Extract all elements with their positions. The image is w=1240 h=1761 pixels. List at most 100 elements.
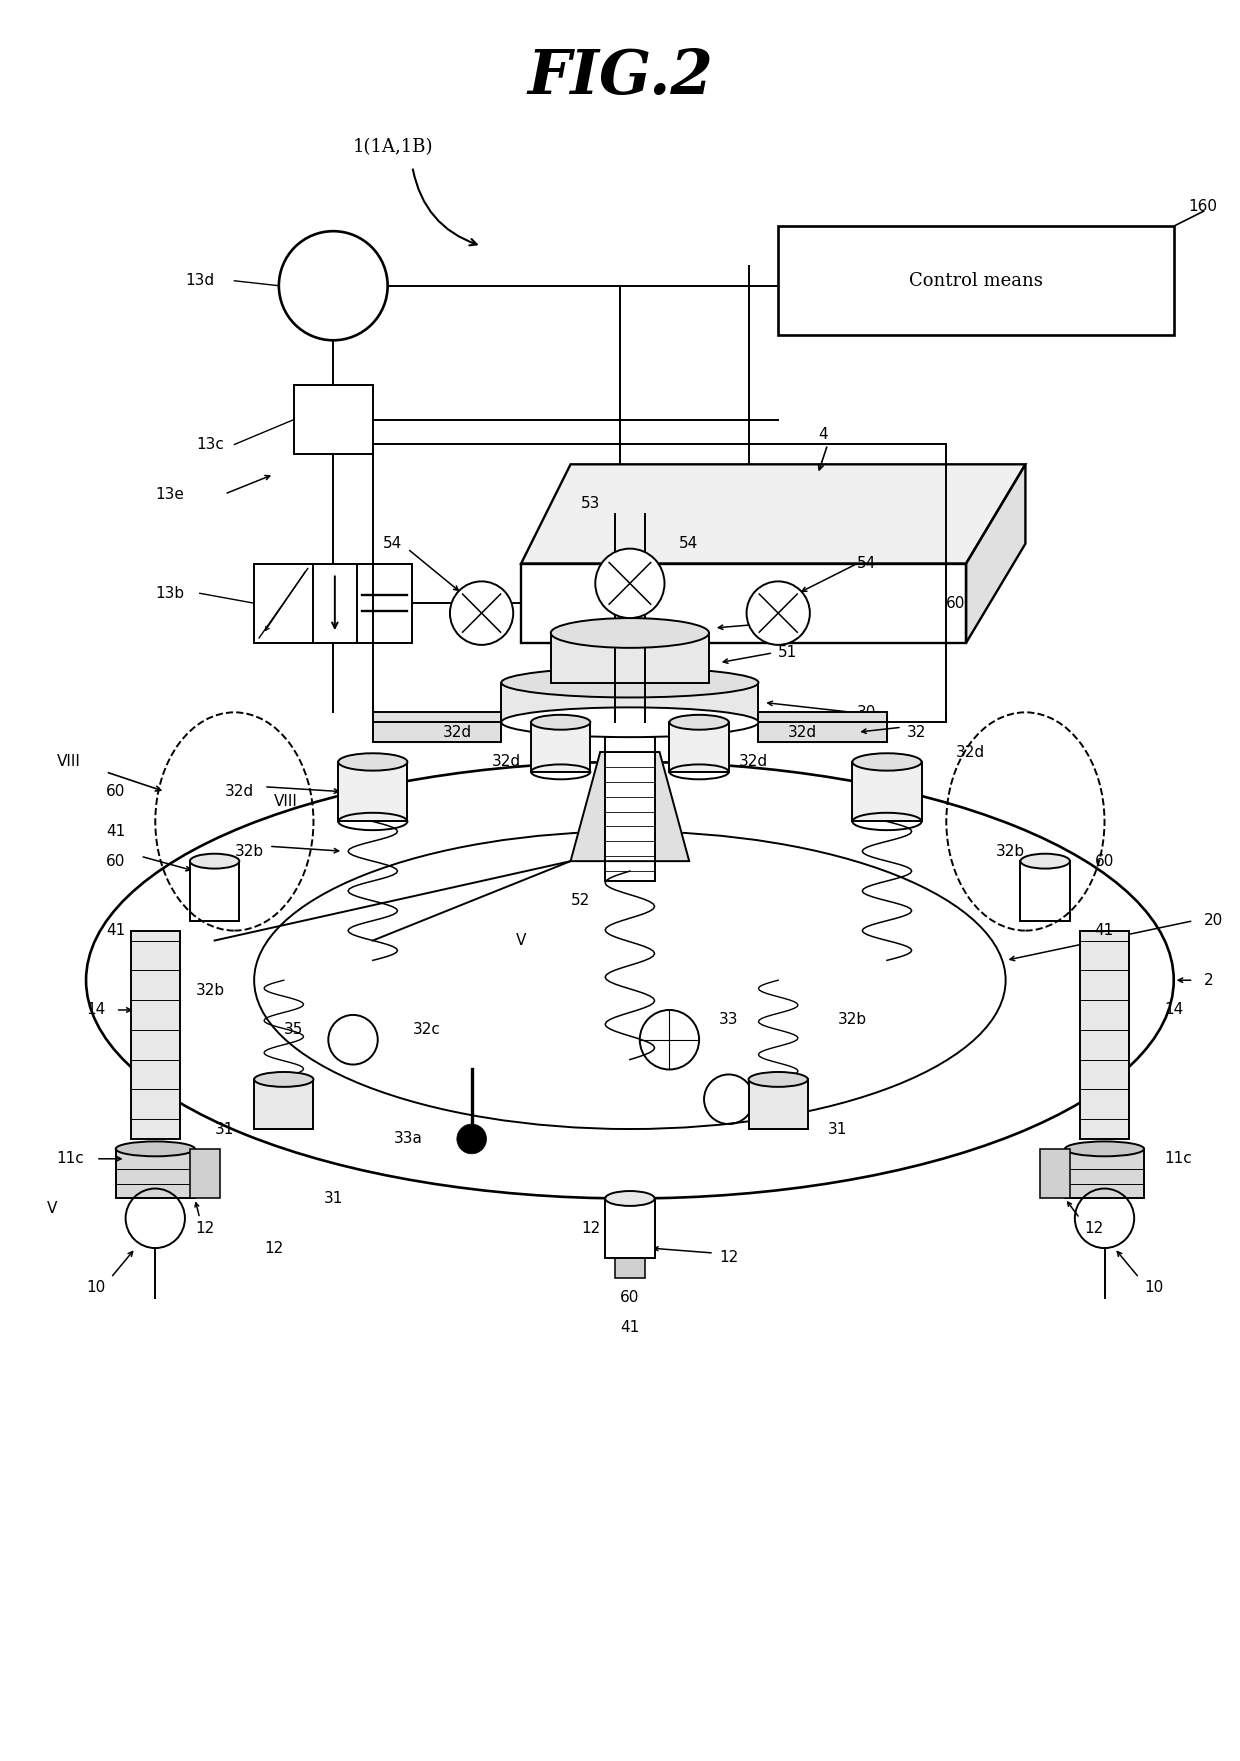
Bar <box>339 763 408 821</box>
Text: 60: 60 <box>105 854 125 868</box>
Bar <box>852 763 921 821</box>
Text: VIII: VIII <box>274 794 298 808</box>
Text: V: V <box>46 1201 57 1215</box>
Text: 32b: 32b <box>234 844 264 859</box>
Text: 54: 54 <box>680 535 698 551</box>
Bar <box>1040 1148 1070 1199</box>
Text: 30: 30 <box>857 704 877 720</box>
Ellipse shape <box>254 1072 314 1087</box>
Text: 52: 52 <box>572 893 590 909</box>
Bar <box>605 1199 655 1257</box>
Bar <box>551 632 709 683</box>
Text: 41: 41 <box>1095 923 1114 939</box>
Text: 12: 12 <box>719 1250 738 1266</box>
Text: 35: 35 <box>769 1081 787 1097</box>
Ellipse shape <box>190 854 239 868</box>
Text: 1(1A,1B): 1(1A,1B) <box>353 137 434 155</box>
Text: 4: 4 <box>817 428 827 442</box>
Text: 13c: 13c <box>197 437 224 453</box>
Text: 11c: 11c <box>1164 1152 1192 1166</box>
Text: 54: 54 <box>857 556 877 571</box>
Text: 32d: 32d <box>789 726 817 740</box>
Ellipse shape <box>1021 854 1070 868</box>
Ellipse shape <box>531 715 590 729</box>
Bar <box>749 1079 808 1129</box>
Text: 60: 60 <box>1095 854 1114 868</box>
Text: 32d: 32d <box>956 745 986 759</box>
Bar <box>294 386 373 454</box>
Text: 60: 60 <box>620 1291 640 1305</box>
Ellipse shape <box>339 754 408 771</box>
Text: 32d: 32d <box>739 754 768 770</box>
Text: 41: 41 <box>620 1321 640 1335</box>
Bar <box>254 1079 314 1129</box>
Text: V: V <box>516 933 526 947</box>
Text: 32: 32 <box>906 726 926 740</box>
Text: 14: 14 <box>1164 1002 1183 1018</box>
Text: VIII: VIII <box>56 754 81 770</box>
Text: 12: 12 <box>582 1220 600 1236</box>
Polygon shape <box>373 713 501 741</box>
Bar <box>1021 861 1070 921</box>
Polygon shape <box>521 564 966 643</box>
Text: 12: 12 <box>195 1220 215 1236</box>
Ellipse shape <box>501 708 759 738</box>
Bar <box>1080 930 1130 1139</box>
Text: 35: 35 <box>284 1023 304 1037</box>
Text: 60: 60 <box>105 784 125 799</box>
Text: 53: 53 <box>580 497 600 511</box>
Ellipse shape <box>852 754 921 771</box>
Polygon shape <box>521 465 1025 564</box>
Bar <box>605 722 655 880</box>
Bar <box>190 1148 219 1199</box>
Ellipse shape <box>1065 1141 1145 1157</box>
Ellipse shape <box>670 715 729 729</box>
Text: 33: 33 <box>719 1013 738 1027</box>
Text: 41: 41 <box>107 923 125 939</box>
Polygon shape <box>759 713 887 741</box>
Text: 13d: 13d <box>186 273 215 289</box>
Text: 31: 31 <box>324 1190 343 1206</box>
Text: 32d: 32d <box>224 784 254 799</box>
Text: 60: 60 <box>946 595 966 611</box>
Bar <box>1065 1148 1145 1199</box>
Text: 32c: 32c <box>413 1023 440 1037</box>
Text: 14: 14 <box>86 1002 105 1018</box>
Text: 2: 2 <box>1203 972 1213 988</box>
Bar <box>373 444 946 722</box>
Text: 41: 41 <box>105 824 125 838</box>
Text: 33a: 33a <box>393 1132 423 1146</box>
Bar <box>779 225 1174 335</box>
Bar <box>501 683 759 722</box>
Bar <box>130 930 180 1139</box>
Bar <box>670 722 729 771</box>
Text: 12: 12 <box>264 1240 284 1256</box>
Text: 32b: 32b <box>196 983 224 998</box>
Text: 12: 12 <box>1085 1220 1104 1236</box>
Text: 51: 51 <box>779 645 797 660</box>
Text: 10: 10 <box>87 1280 105 1296</box>
Bar <box>531 722 590 771</box>
Ellipse shape <box>551 618 709 648</box>
Ellipse shape <box>115 1141 195 1157</box>
Ellipse shape <box>749 1072 808 1087</box>
Circle shape <box>746 581 810 645</box>
Text: 32d: 32d <box>492 754 521 770</box>
Circle shape <box>595 549 665 618</box>
Text: 20: 20 <box>1203 914 1223 928</box>
Text: 11c: 11c <box>56 1152 84 1166</box>
Ellipse shape <box>605 1190 655 1206</box>
Ellipse shape <box>501 667 759 697</box>
Text: 54: 54 <box>383 535 403 551</box>
Bar <box>254 564 413 643</box>
Text: 160: 160 <box>1189 199 1218 213</box>
Circle shape <box>450 581 513 645</box>
Text: 13e: 13e <box>155 486 184 502</box>
Text: 10: 10 <box>1145 1280 1163 1296</box>
Text: 32b: 32b <box>837 1013 867 1027</box>
Text: 31: 31 <box>827 1122 847 1136</box>
Polygon shape <box>570 752 689 861</box>
Text: 32d: 32d <box>443 726 471 740</box>
Text: 50: 50 <box>779 616 797 630</box>
Circle shape <box>456 1124 486 1153</box>
